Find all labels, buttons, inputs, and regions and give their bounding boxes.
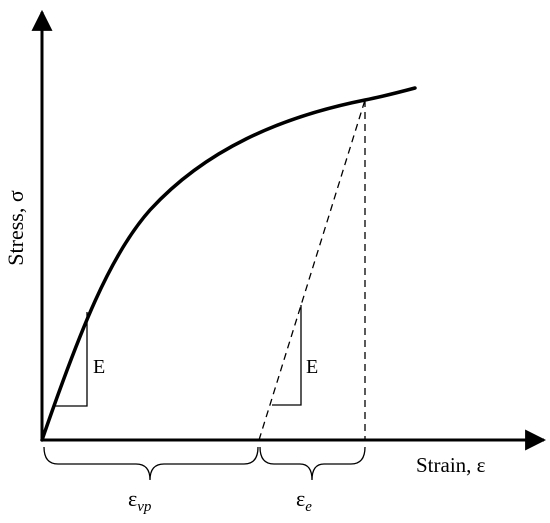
slope-triangle-right xyxy=(272,305,302,406)
x-axis-label: Strain, ε xyxy=(416,453,486,477)
eps-e-subscript: e xyxy=(305,499,312,515)
slope-triangle-left xyxy=(54,312,88,407)
eps-vp-label: εvp xyxy=(128,486,152,515)
slope-label-right: E xyxy=(306,356,318,378)
eps-vp-symbol: ε xyxy=(128,486,137,511)
stress-strain-curve xyxy=(40,86,417,442)
slope-label-left: E xyxy=(93,356,105,378)
brace-eps-vp xyxy=(43,446,259,481)
eps-vp-subscript: vp xyxy=(137,499,152,515)
unloading-line xyxy=(258,99,366,441)
y-axis-label: Stress, σ xyxy=(3,190,28,266)
eps-e-label: εe xyxy=(296,486,312,515)
eps-e-symbol: ε xyxy=(296,486,305,511)
brace-eps-e xyxy=(259,446,366,481)
